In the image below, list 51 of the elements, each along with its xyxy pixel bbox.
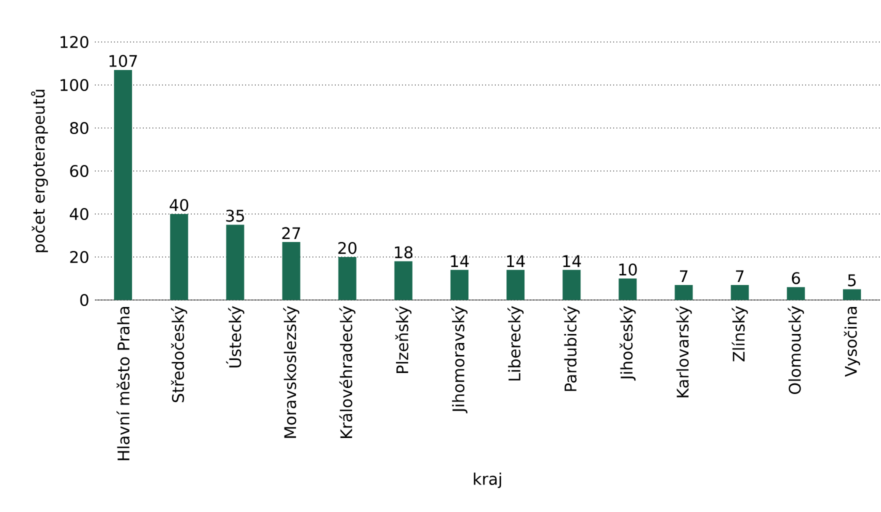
x-tick-label: Ústecký <box>226 306 244 368</box>
bar <box>338 257 356 300</box>
x-tick-label: Vysočina <box>844 307 860 377</box>
bar <box>674 284 693 300</box>
bar <box>170 214 188 300</box>
bar <box>394 261 412 300</box>
data-label: 107 <box>110 54 137 68</box>
x-tick-label: Středočeský <box>171 306 188 402</box>
data-label: 35 <box>226 210 244 222</box>
bar <box>786 287 805 300</box>
data-label: 14 <box>451 255 469 267</box>
data-label: 7 <box>680 270 688 282</box>
x-axis-title: kraj <box>474 472 502 488</box>
y-axis-title: počet ergoterapeutů <box>31 90 48 252</box>
y-tick-label: 20 <box>70 250 88 264</box>
data-label: 5 <box>848 274 856 286</box>
data-label: 40 <box>170 198 188 212</box>
y-tick-label: 80 <box>70 122 88 134</box>
x-tick-label: Plzeňský <box>395 306 412 374</box>
data-label: 10 <box>619 263 637 276</box>
x-tick-label: Liberecký <box>507 306 524 380</box>
y-tick-label: 120 <box>60 36 88 48</box>
x-tick-label: Jihočeský <box>620 306 636 381</box>
y-tick-label: 0 <box>80 294 88 306</box>
bar <box>114 70 132 300</box>
bar <box>842 289 861 300</box>
x-tick-label: Moravskoslezský <box>283 306 300 438</box>
bar <box>506 270 525 300</box>
data-label: 14 <box>563 255 581 267</box>
bar <box>226 224 244 300</box>
x-tick-label: Pardubický <box>564 306 580 391</box>
x-tick-label: Olomoucký <box>788 306 804 394</box>
y-tick-label: 40 <box>70 208 88 220</box>
y-tick-label: 60 <box>70 164 88 178</box>
data-label: 20 <box>338 242 356 254</box>
data-label: 27 <box>282 227 300 240</box>
x-tick-label: Hlavní město Praha <box>116 307 130 460</box>
bar <box>562 270 581 300</box>
bar <box>618 278 637 300</box>
data-label: 14 <box>507 255 525 267</box>
x-tick-label: Zlínský <box>732 306 748 362</box>
x-tick-label: Jihomoravský <box>451 306 468 414</box>
x-tick-label: Karlovarský <box>676 306 692 398</box>
bar <box>730 284 749 300</box>
x-tick-label: Královéhradecký <box>339 306 356 438</box>
y-tick-label: 100 <box>60 78 88 92</box>
bar <box>450 270 468 300</box>
data-label: 6 <box>792 272 800 284</box>
bar <box>282 242 300 300</box>
data-label: 18 <box>394 246 412 258</box>
data-label: 7 <box>736 270 744 282</box>
